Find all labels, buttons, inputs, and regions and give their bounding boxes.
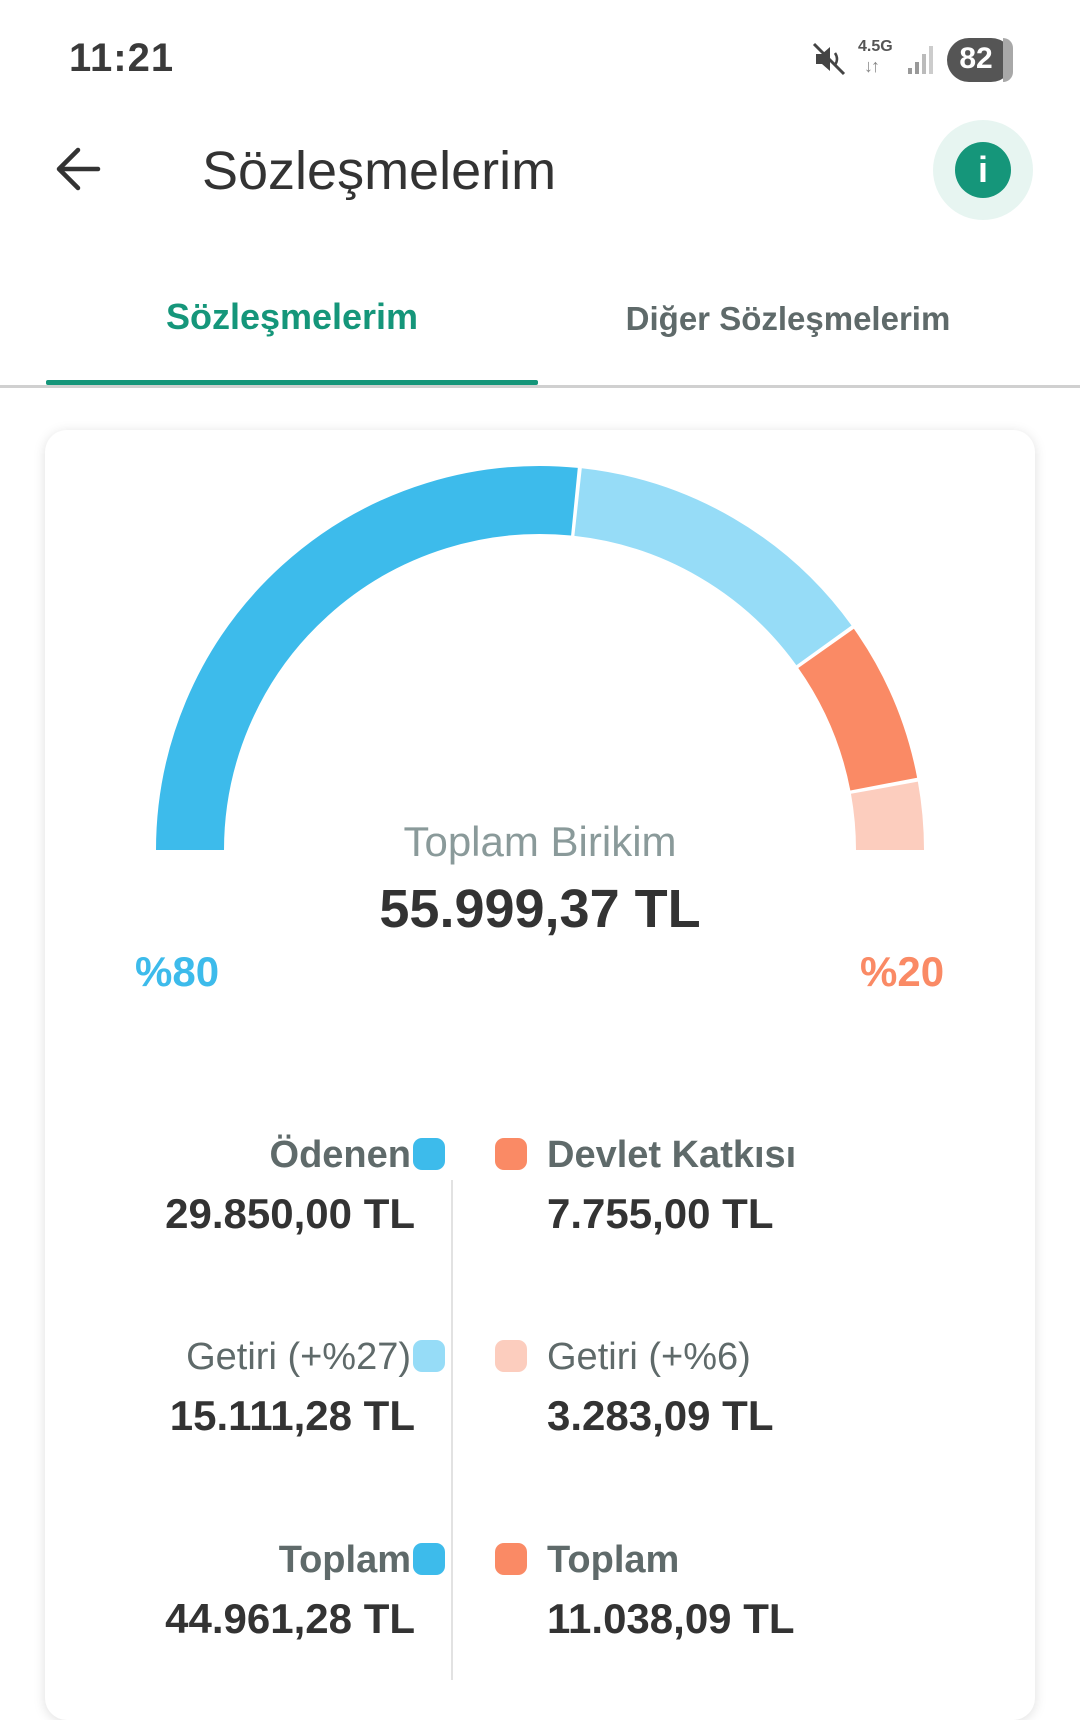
legend-title: Getiri (+%6) — [547, 1336, 751, 1378]
info-button[interactable]: i — [933, 120, 1033, 220]
status-bar: 11:21 4.5G ↓↑ 82 — [0, 0, 1080, 118]
tab-indicator — [46, 380, 538, 385]
tab-diger-sozlesmelerim[interactable]: Diğer Sözleşmelerim — [625, 300, 951, 337]
paid-return-swatch-icon — [413, 1339, 445, 1372]
gauge-segment-2 — [573, 468, 852, 666]
savings-gauge-chart — [156, 466, 924, 851]
state-swatch-icon — [495, 1137, 527, 1170]
legend-item-state-return: Getiri (+%6) 3.283,09 TL — [495, 1332, 995, 1452]
mute-icon — [812, 42, 846, 76]
tab-bar: Sözleşmelerim Diğer Sözleşmelerim — [0, 270, 1080, 388]
network-arrows-icon: ↓↑ — [864, 56, 880, 76]
battery-icon: 82 — [947, 38, 1013, 82]
legend-title: Toplam — [278, 1539, 411, 1581]
paid-percent: %80 — [135, 948, 220, 995]
legend-item-paid-total: Toplam 44.961,28 TL — [45, 1535, 445, 1655]
signal-icon — [908, 46, 933, 74]
legend-value: 44.961,28 TL — [165, 1595, 415, 1642]
legend-item-state: Devlet Katkısı 7.755,00 TL — [495, 1130, 995, 1250]
info-icon: i — [955, 142, 1011, 198]
legend-value: 29.850,00 TL — [165, 1190, 415, 1237]
gauge-segment-3 — [797, 628, 918, 792]
gauge-segment-1 — [156, 466, 578, 851]
state-total-swatch-icon — [495, 1542, 527, 1575]
legend-divider — [451, 1180, 453, 1680]
network-type: 4.5G — [858, 38, 893, 55]
legend-value: 7.755,00 TL — [547, 1190, 774, 1237]
gauge-label: Toplam Birikim — [403, 818, 677, 865]
state-return-swatch-icon — [495, 1339, 527, 1372]
battery-level: 82 — [959, 42, 993, 75]
legend-value: 3.283,09 TL — [547, 1392, 774, 1439]
legend-item-state-total: Toplam 11.038,09 TL — [495, 1535, 995, 1655]
arrow-left-icon[interactable] — [52, 142, 106, 196]
savings-card: Toplam Birikim 55.999,37 TL %80 %20 Öden… — [45, 430, 1035, 1720]
tab-sozlesmelerim[interactable]: Sözleşmelerim — [165, 296, 419, 337]
paid-total-swatch-icon — [413, 1542, 445, 1575]
legend-item-paid-return: Getiri (+%27) 15.111,28 TL — [45, 1332, 445, 1452]
legend-value: 11.038,09 TL — [547, 1595, 795, 1642]
network-icon: 4.5G ↓↑ — [858, 38, 898, 82]
gauge-total: 55.999,37 TL — [379, 879, 701, 939]
legend-title: Getiri (+%27) — [186, 1336, 411, 1378]
legend-title: Devlet Katkısı — [547, 1134, 797, 1176]
page-title: Sözleşmelerim — [202, 141, 557, 201]
legend-value: 15.111,28 TL — [169, 1392, 415, 1439]
gauge-segment-4 — [850, 781, 924, 851]
paid-swatch-icon — [413, 1137, 445, 1170]
state-percent: %20 — [860, 948, 945, 995]
status-time: 11:21 — [69, 36, 175, 80]
legend-item-paid: Ödenen 29.850,00 TL — [45, 1130, 445, 1250]
legend-title: Ödenen — [269, 1134, 411, 1176]
legend-title: Toplam — [547, 1539, 680, 1581]
